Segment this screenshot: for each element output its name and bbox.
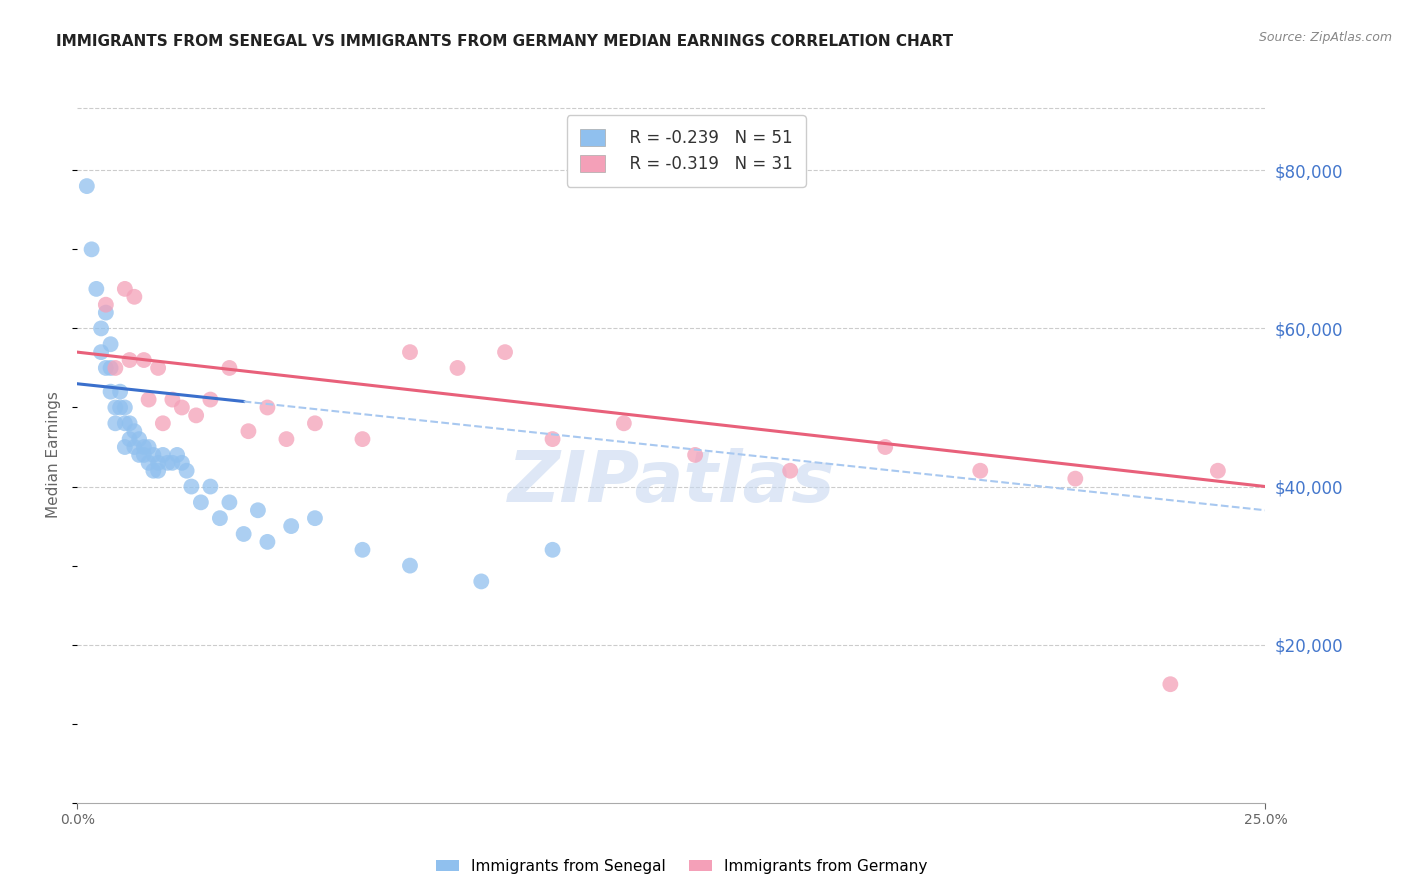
- Point: [138, 440, 160, 454]
- Point: [76, 179, 98, 194]
- Point: [280, 519, 302, 533]
- Point: [541, 542, 564, 557]
- Point: [80, 243, 103, 257]
- Legend: Immigrants from Senegal, Immigrants from Germany: Immigrants from Senegal, Immigrants from…: [430, 853, 934, 880]
- Point: [104, 417, 127, 431]
- Point: [108, 384, 131, 399]
- Point: [128, 432, 150, 446]
- Point: [200, 479, 222, 493]
- Point: [138, 392, 160, 407]
- Text: IMMIGRANTS FROM SENEGAL VS IMMIGRANTS FROM GERMANY MEDIAN EARNINGS CORRELATION C: IMMIGRANTS FROM SENEGAL VS IMMIGRANTS FR…: [56, 34, 953, 49]
- Point: [108, 401, 131, 415]
- Point: [232, 527, 254, 541]
- Point: [142, 448, 165, 462]
- Point: [128, 448, 150, 462]
- Legend:   R = -0.239   N = 51,   R = -0.319   N = 31: R = -0.239 N = 51, R = -0.319 N = 31: [567, 115, 806, 186]
- Point: [238, 424, 260, 438]
- Point: [613, 417, 636, 431]
- Point: [114, 417, 136, 431]
- Point: [146, 361, 169, 376]
- Point: [256, 401, 278, 415]
- Point: [1206, 464, 1229, 478]
- Point: [94, 298, 117, 312]
- Point: [218, 361, 240, 376]
- Point: [118, 353, 141, 368]
- Point: [114, 401, 136, 415]
- Point: [152, 448, 174, 462]
- Point: [166, 448, 188, 462]
- Point: [186, 409, 208, 423]
- Point: [1159, 677, 1181, 691]
- Point: [162, 456, 184, 470]
- Point: [180, 479, 202, 493]
- Point: [90, 345, 112, 359]
- Point: [94, 361, 117, 376]
- Point: [124, 440, 146, 454]
- Point: [132, 353, 155, 368]
- Point: [446, 361, 468, 376]
- Point: [100, 337, 122, 351]
- Point: [352, 432, 374, 446]
- Point: [118, 417, 141, 431]
- Point: [132, 440, 155, 454]
- Point: [138, 456, 160, 470]
- Point: [170, 456, 193, 470]
- Point: [142, 464, 165, 478]
- Point: [304, 511, 326, 525]
- Point: [969, 464, 991, 478]
- Point: [114, 282, 136, 296]
- Point: [276, 432, 298, 446]
- Point: [470, 574, 492, 589]
- Point: [256, 535, 278, 549]
- Point: [352, 542, 374, 557]
- Point: [176, 464, 198, 478]
- Point: [118, 432, 141, 446]
- Point: [146, 464, 169, 478]
- Point: [100, 384, 122, 399]
- Point: [1064, 472, 1087, 486]
- Point: [875, 440, 897, 454]
- Point: [124, 290, 146, 304]
- Point: [399, 345, 422, 359]
- Point: [208, 511, 231, 525]
- Point: [156, 456, 179, 470]
- Point: [114, 440, 136, 454]
- Point: [152, 417, 174, 431]
- Point: [683, 448, 706, 462]
- Point: [104, 361, 127, 376]
- Point: [86, 282, 108, 296]
- Point: [94, 305, 117, 319]
- Point: [494, 345, 516, 359]
- Point: [132, 448, 155, 462]
- Point: [104, 401, 127, 415]
- Point: [170, 401, 193, 415]
- Text: Source: ZipAtlas.com: Source: ZipAtlas.com: [1258, 31, 1392, 45]
- Y-axis label: Median Earnings: Median Earnings: [46, 392, 62, 518]
- Point: [162, 392, 184, 407]
- Point: [90, 321, 112, 335]
- Point: [304, 417, 326, 431]
- Point: [124, 424, 146, 438]
- Point: [146, 456, 169, 470]
- Point: [218, 495, 240, 509]
- Point: [246, 503, 269, 517]
- Point: [399, 558, 422, 573]
- Text: ZIPatlas: ZIPatlas: [508, 449, 835, 517]
- Point: [190, 495, 212, 509]
- Point: [779, 464, 801, 478]
- Point: [541, 432, 564, 446]
- Point: [200, 392, 222, 407]
- Point: [100, 361, 122, 376]
